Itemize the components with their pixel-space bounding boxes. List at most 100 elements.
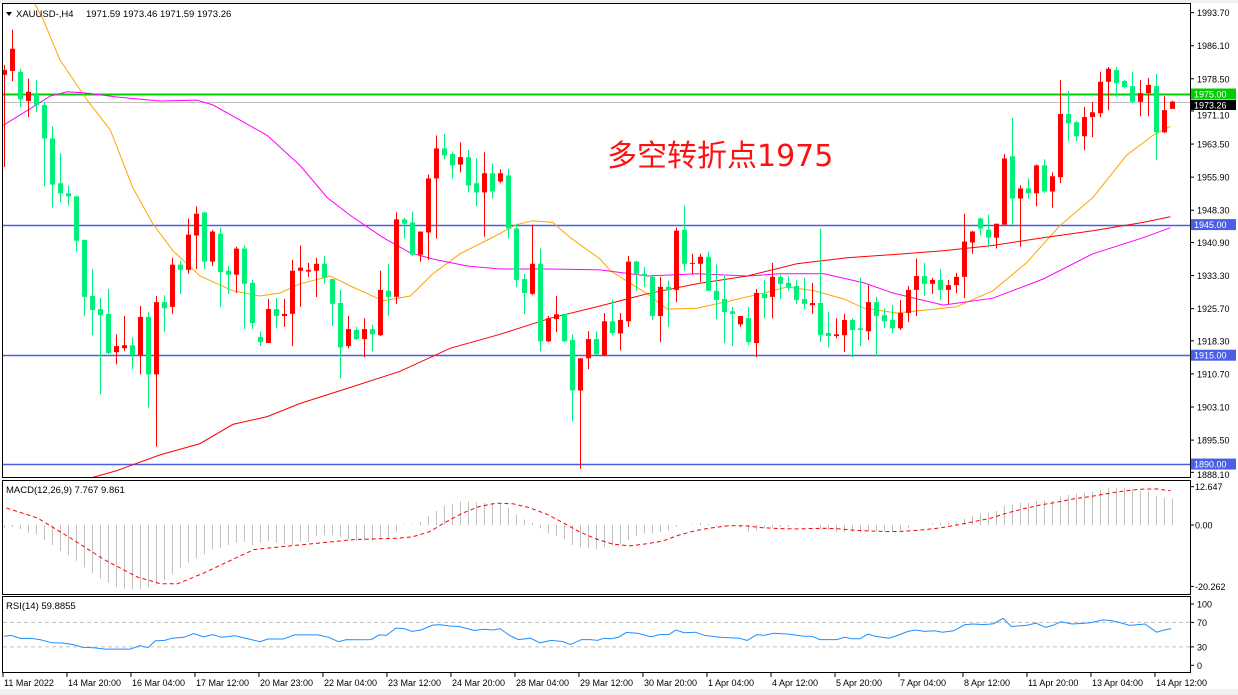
candle xyxy=(450,151,455,179)
candle-body-up xyxy=(194,213,199,236)
candle-body-down xyxy=(90,296,95,310)
candle-body-down xyxy=(386,290,391,297)
candle xyxy=(154,296,159,447)
candle-body-down xyxy=(938,279,943,290)
candle xyxy=(618,312,623,351)
x-tick-label: 23 Mar 12:00 xyxy=(388,678,441,688)
candle-body-up xyxy=(362,329,367,340)
candle xyxy=(346,316,351,349)
candle xyxy=(178,260,183,294)
candle xyxy=(946,279,951,304)
candle-body-up xyxy=(770,276,775,297)
candle-body-up xyxy=(234,248,239,275)
candle xyxy=(394,212,399,304)
candle-body-up xyxy=(1034,165,1039,194)
candle xyxy=(554,296,559,333)
candle xyxy=(850,318,855,358)
candle-body-down xyxy=(634,261,639,274)
candle-body-up xyxy=(810,302,815,306)
macd-plot xyxy=(4,487,1173,590)
candle xyxy=(18,68,23,108)
candle xyxy=(642,266,647,287)
candle-body-down xyxy=(570,339,575,391)
candle xyxy=(914,258,919,317)
candle-body-down xyxy=(850,319,855,330)
x-tick-label: 14 Mar 20:00 xyxy=(68,678,121,688)
candle-body-down xyxy=(874,302,879,317)
candle-body-down xyxy=(274,309,279,317)
candle-body-up xyxy=(954,276,959,286)
candle xyxy=(386,263,391,317)
candle xyxy=(834,318,839,339)
candle xyxy=(426,174,431,260)
candle-body-down xyxy=(1130,86,1135,102)
candle xyxy=(514,223,519,287)
candle-body-down xyxy=(146,316,151,375)
y-tick-label: 1895.50 xyxy=(1197,436,1230,446)
price-tag-label: 1915.00 xyxy=(1194,351,1227,361)
price-tag-label: 1975.00 xyxy=(1194,90,1227,100)
candle xyxy=(138,306,143,375)
candle-body-up xyxy=(674,230,679,290)
x-tick-label: 7 Apr 04:00 xyxy=(900,678,946,688)
candle xyxy=(1162,96,1167,134)
candle xyxy=(882,308,887,329)
candle xyxy=(1122,80,1127,89)
candle-body-down xyxy=(410,222,415,255)
y-tick-label: 1971.10 xyxy=(1197,111,1230,121)
candle-body-up xyxy=(434,148,439,179)
candle-body-up xyxy=(930,279,935,284)
candle xyxy=(250,279,255,330)
candle-body-up xyxy=(418,231,423,255)
triangle-down-icon[interactable] xyxy=(6,12,12,16)
candle xyxy=(730,306,735,347)
symbol-label: XAUUSD-,H4 xyxy=(16,9,74,20)
rsi-plot xyxy=(3,617,1190,650)
candle xyxy=(1066,90,1071,142)
current-price-tag xyxy=(1191,100,1236,110)
candle-body-down xyxy=(370,329,375,335)
candle-body-up xyxy=(698,256,703,264)
candle xyxy=(938,269,943,300)
candle xyxy=(634,260,639,291)
candle xyxy=(114,334,119,365)
candle xyxy=(1018,185,1023,247)
candle xyxy=(266,299,271,344)
candle xyxy=(570,334,575,422)
candle xyxy=(90,269,95,336)
candle-body-down xyxy=(506,175,511,229)
candle xyxy=(906,285,911,323)
candle xyxy=(1170,100,1175,109)
candle-body-down xyxy=(330,279,335,304)
candle xyxy=(1034,164,1039,207)
candle xyxy=(290,259,295,347)
candle xyxy=(1082,107,1087,151)
y-tick-label: 1888.10 xyxy=(1197,470,1230,480)
y-tick-label: 1910.70 xyxy=(1197,369,1230,379)
current-price-label: 1973.26 xyxy=(1194,101,1227,111)
x-tick-label: 20 Mar 23:00 xyxy=(260,678,313,688)
candle-body-down xyxy=(18,71,23,100)
candle-body-up xyxy=(1090,112,1095,118)
x-tick-label: 11 Mar 2022 xyxy=(4,678,54,688)
candle xyxy=(666,280,671,327)
candle xyxy=(370,324,375,352)
candle-body-down xyxy=(522,279,527,293)
candle-body-up xyxy=(1170,101,1175,109)
candle xyxy=(970,230,975,254)
candle xyxy=(314,257,319,297)
candle xyxy=(1138,80,1143,117)
candle-body-down xyxy=(202,212,207,262)
candle-body-up xyxy=(1018,188,1023,199)
candle-body-down xyxy=(98,309,103,316)
candle-body-up xyxy=(554,314,559,320)
candle-body-up xyxy=(898,312,903,329)
candle-body-down xyxy=(650,276,655,317)
candle-body-down xyxy=(450,154,455,166)
rsi-y-tick-label: 0 xyxy=(1197,661,1202,671)
candle xyxy=(34,80,39,113)
candle xyxy=(82,239,87,317)
candle xyxy=(1074,120,1079,142)
x-tick-label: 29 Mar 12:00 xyxy=(580,678,633,688)
